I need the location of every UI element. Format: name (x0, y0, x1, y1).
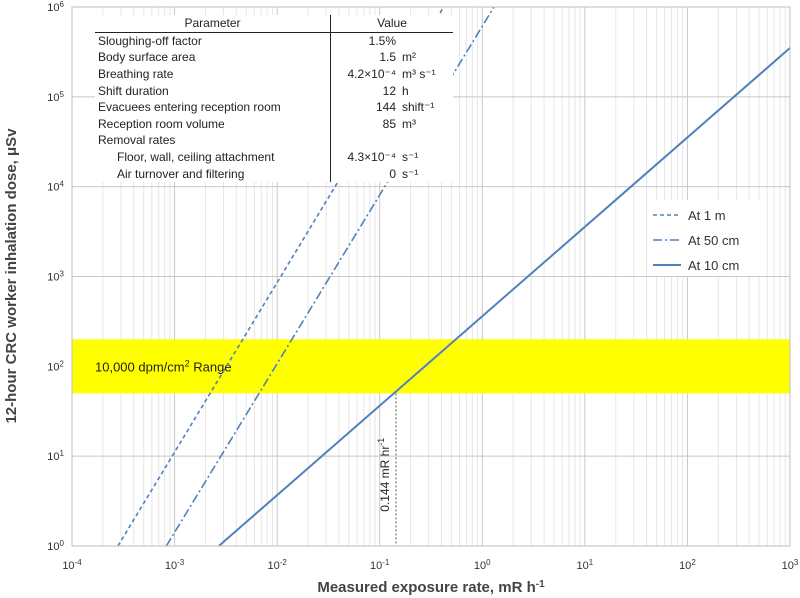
series-line-10cm (218, 47, 790, 546)
x-axis-title: Measured exposure rate, mR h-1 (317, 579, 545, 597)
range-band (72, 339, 790, 394)
param-name: Breathing rate (95, 65, 331, 83)
x-tick-label: 102 (679, 558, 696, 573)
legend-label: At 10 cm (688, 258, 739, 273)
param-unit: s⁻¹ (402, 150, 419, 165)
param-value: 4.3×10⁻⁴ (347, 150, 396, 165)
legend: At 1 m At 50 cm At 10 cm (648, 200, 760, 276)
param-name: Evacuees entering reception room (95, 98, 331, 116)
param-unit: h (402, 83, 409, 98)
param-unit: m² (402, 50, 416, 65)
table-row: Air turnover and filtering 0 s⁻¹ (95, 165, 453, 182)
y-tick-label: 106 (47, 0, 64, 14)
parameter-table: Parameter Value Sloughing-off factor 1.5%… (95, 15, 453, 182)
table-row: Floor, wall, ceiling attachment 4.3×10⁻⁴ s… (95, 148, 453, 166)
param-unit: m³ (402, 116, 416, 131)
y-tick-label: 105 (47, 89, 64, 104)
param-value: 1.5 (379, 50, 396, 65)
table-row: Reception room volume 85 m³ (95, 115, 453, 133)
param-value: 4.2×10⁻⁴ (347, 67, 396, 82)
param-unit (399, 32, 453, 49)
plot-border (71, 6, 791, 547)
param-name: Shift duration (95, 82, 331, 99)
header-parameter: Parameter (95, 15, 331, 33)
param-value: 12 (382, 83, 396, 98)
param-value (331, 132, 400, 149)
table-row: Body surface area 1.5 m² (95, 49, 453, 66)
legend-background (648, 200, 760, 276)
param-name: Air turnover and filtering (95, 165, 331, 182)
param-value: 144 (375, 100, 396, 115)
y-tick-label: 101 (47, 449, 64, 464)
series-group (117, 7, 790, 546)
y-tick-labels: 100 101 102 103 104 105 106 (47, 0, 64, 553)
x-tick-label: 100 (474, 558, 491, 573)
x-tick-label: 101 (577, 558, 594, 573)
table-row: Shift duration 12 h (95, 82, 453, 99)
x-tick-labels: 10-4 10-3 10-2 10-1 100 101 102 103 (62, 558, 799, 573)
legend-label: At 1 m (688, 208, 726, 223)
x-tick-label: 10-2 (267, 558, 287, 573)
y-axis-title: 12-hour CRC worker inhalation dose, μSv (3, 128, 20, 424)
table-row: Evacuees entering reception room 144 shift… (95, 98, 453, 116)
x-tick-label: 103 (782, 558, 799, 573)
y-tick-label: 104 (47, 179, 64, 194)
param-unit (399, 132, 453, 149)
series-line-50cm (165, 7, 495, 546)
table-row: Sloughing-off factor 1.5% (95, 32, 453, 50)
x-tick-label: 10-3 (165, 558, 185, 573)
y-tick-label: 102 (47, 359, 64, 374)
range-band-label: 10,000 dpm/cm2 Range (95, 358, 232, 374)
param-value: 1.5% (368, 33, 396, 48)
param-unit: s⁻¹ (402, 166, 419, 181)
param-name: Removal rates (95, 132, 331, 149)
header-value: Value (330, 15, 453, 33)
y-tick-label: 100 (47, 539, 64, 554)
x-tick-label: 10-1 (370, 558, 390, 573)
param-value: 0 (389, 166, 396, 181)
param-unit: shift⁻¹ (402, 100, 435, 115)
table-header-row: Parameter Value (95, 15, 453, 33)
table-row: Breathing rate 4.2×10⁻⁴ m³ s⁻¹ (95, 65, 453, 83)
table-row: Removal rates (95, 132, 453, 149)
x-tick-label: 10-4 (62, 558, 82, 573)
annotation-label: 0.144 mR hr-1 (376, 438, 392, 512)
y-tick-label: 103 (47, 269, 64, 284)
param-name: Floor, wall, ceiling attachment (95, 148, 331, 166)
param-name: Sloughing-off factor (95, 32, 331, 50)
param-name: Reception room volume (95, 115, 331, 133)
param-name: Body surface area (95, 49, 331, 66)
param-value: 85 (382, 116, 396, 131)
table-body: Sloughing-off factor 1.5% Body surface are… (95, 32, 453, 182)
param-unit: m³ s⁻¹ (402, 67, 436, 82)
legend-label: At 50 cm (688, 233, 739, 248)
